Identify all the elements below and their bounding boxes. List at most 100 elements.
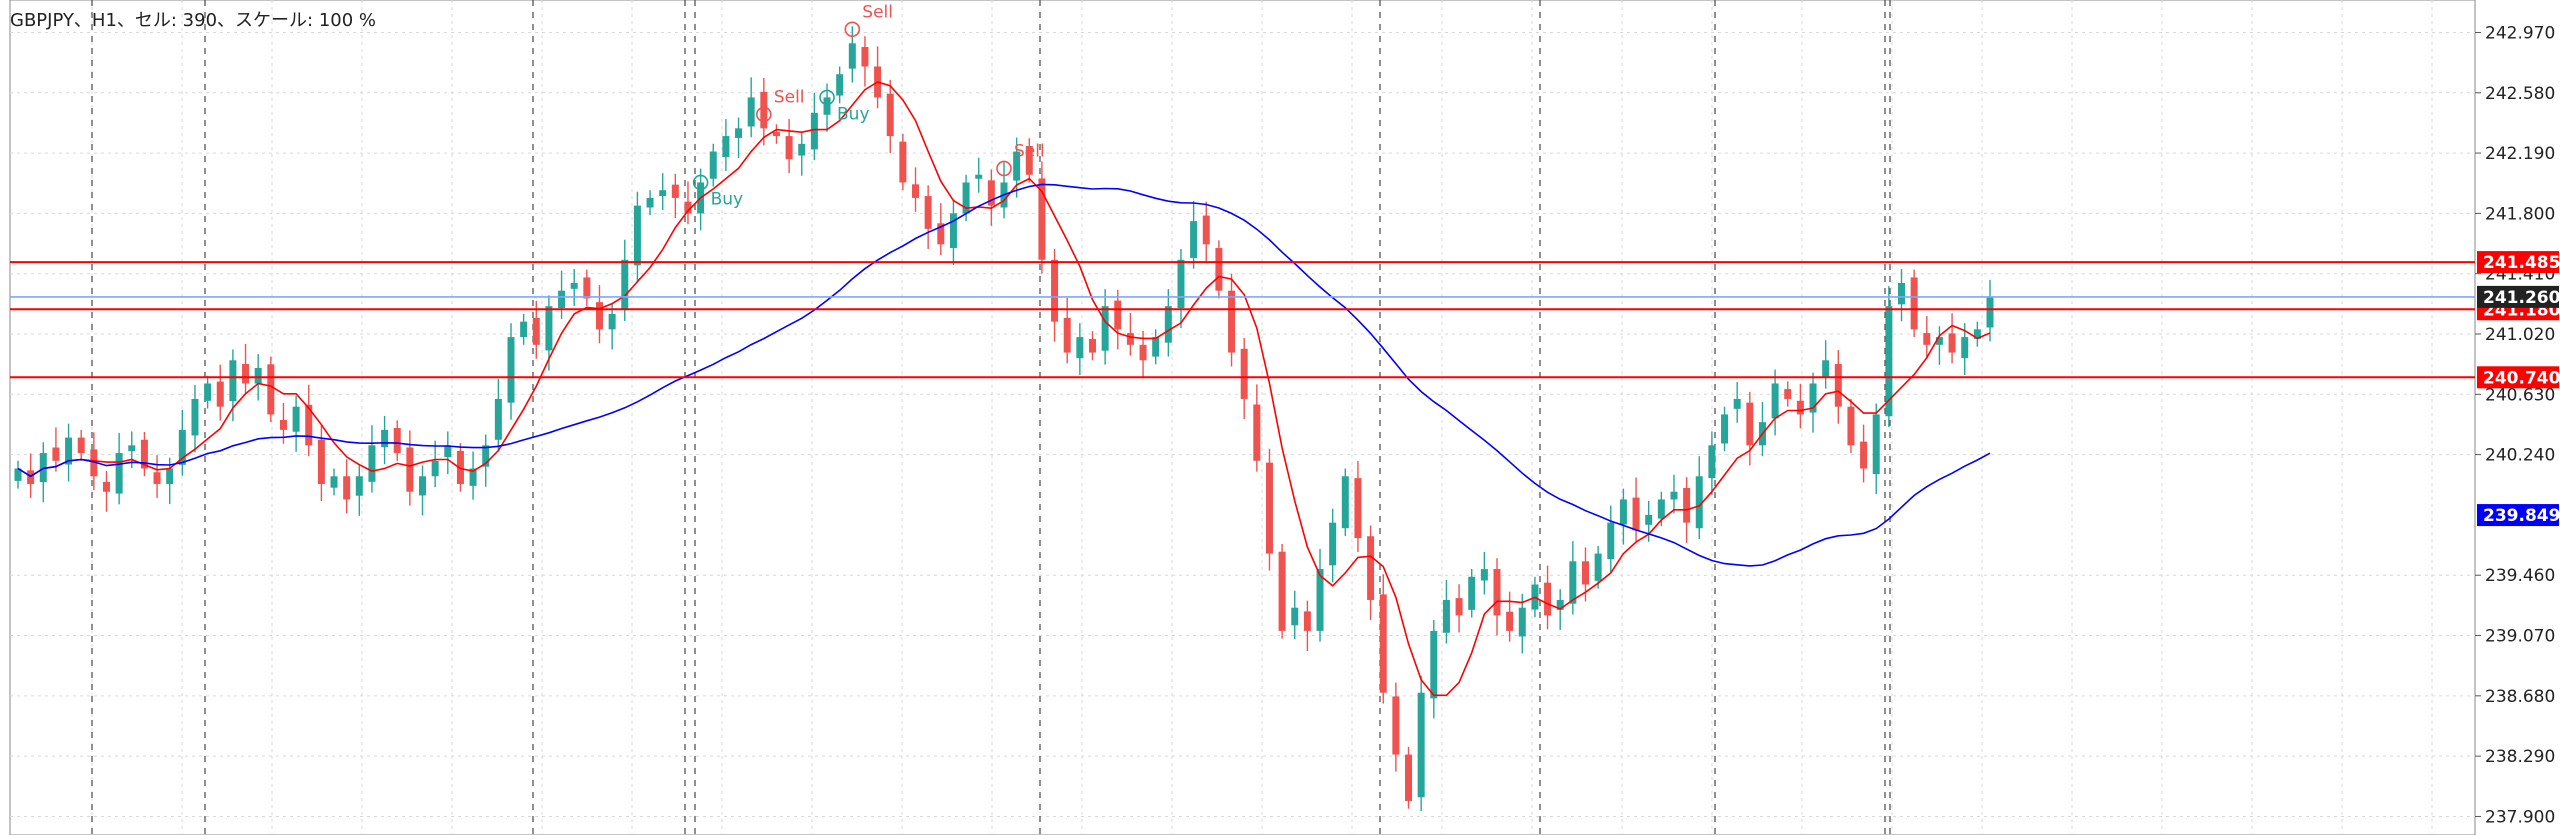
candle-body[interactable]: [1253, 404, 1261, 461]
candle-body[interactable]: [1809, 383, 1817, 413]
candle-body[interactable]: [1405, 754, 1413, 801]
candle-body[interactable]: [583, 277, 591, 299]
candle-body[interactable]: [722, 136, 730, 158]
candle-body[interactable]: [216, 381, 224, 407]
candle-body[interactable]: [684, 201, 692, 214]
candle-body[interactable]: [836, 74, 844, 96]
candle-body[interactable]: [747, 97, 755, 127]
candle-body[interactable]: [1152, 337, 1160, 357]
candle-body[interactable]: [381, 429, 389, 448]
candle-body[interactable]: [1784, 389, 1792, 399]
candle-body[interactable]: [570, 282, 578, 289]
candle-body[interactable]: [1430, 630, 1438, 699]
candle-body[interactable]: [1607, 522, 1615, 560]
candle-body[interactable]: [153, 472, 161, 484]
candle-body[interactable]: [292, 406, 300, 432]
candle-body[interactable]: [1088, 338, 1096, 353]
candle-body[interactable]: [823, 97, 831, 115]
candle-body[interactable]: [1581, 561, 1589, 585]
candle-body[interactable]: [1771, 383, 1779, 419]
candle-body[interactable]: [1468, 576, 1476, 610]
candle-body[interactable]: [937, 223, 945, 245]
candle-body[interactable]: [760, 91, 768, 129]
candle-body[interactable]: [1645, 514, 1653, 525]
candle-body[interactable]: [469, 468, 477, 486]
candle-body[interactable]: [848, 43, 856, 69]
candle-body[interactable]: [1708, 445, 1716, 479]
candle-body[interactable]: [1518, 607, 1526, 637]
candle-body[interactable]: [1442, 599, 1450, 633]
candle-body[interactable]: [1733, 398, 1741, 409]
candle-body[interactable]: [1455, 598, 1463, 616]
candle-body[interactable]: [520, 321, 528, 338]
candle-body[interactable]: [886, 93, 894, 137]
candle-body[interactable]: [1177, 259, 1185, 309]
candle-body[interactable]: [431, 460, 439, 477]
candle-body[interactable]: [1480, 569, 1488, 581]
buy-signal-marker[interactable]: [819, 89, 835, 106]
sell-signal-marker[interactable]: [844, 21, 861, 38]
candle-body[interactable]: [1872, 414, 1880, 475]
candle-body[interactable]: [128, 445, 136, 452]
candle-body[interactable]: [962, 182, 970, 214]
candle-body[interactable]: [494, 398, 502, 440]
candle-body[interactable]: [785, 136, 793, 160]
candle-body[interactable]: [242, 363, 250, 384]
candle-body[interactable]: [1746, 402, 1754, 446]
candle-body[interactable]: [191, 398, 199, 436]
plot-area[interactable]: [9, 0, 2476, 835]
candle-body[interactable]: [532, 317, 540, 345]
candle-body[interactable]: [595, 302, 603, 330]
candle-body[interactable]: [229, 360, 237, 402]
candle-body[interactable]: [1556, 599, 1564, 610]
candle-body[interactable]: [1973, 329, 1981, 339]
candle-body[interactable]: [709, 151, 717, 179]
candle-body[interactable]: [355, 476, 363, 496]
candle-body[interactable]: [924, 196, 932, 229]
candle-body[interactable]: [305, 404, 313, 446]
candle-body[interactable]: [1392, 696, 1400, 755]
candle-body[interactable]: [1126, 333, 1134, 345]
candle-body[interactable]: [861, 47, 869, 67]
candle-body[interactable]: [1316, 569, 1324, 631]
candle-body[interactable]: [507, 337, 515, 403]
candle-body[interactable]: [621, 259, 629, 311]
candle-body[interactable]: [482, 445, 490, 467]
candle-body[interactable]: [1303, 611, 1311, 631]
candle-body[interactable]: [1215, 248, 1223, 291]
candle-body[interactable]: [1910, 277, 1918, 330]
candle-body[interactable]: [1569, 561, 1577, 604]
candle-body[interactable]: [1796, 400, 1804, 415]
candle-body[interactable]: [1493, 569, 1501, 616]
candle-body[interactable]: [368, 445, 376, 482]
candle-body[interactable]: [1101, 306, 1109, 351]
candle-body[interactable]: [1025, 145, 1033, 175]
candle-body[interactable]: [1632, 497, 1640, 531]
candle-body[interactable]: [735, 128, 743, 138]
candle-body[interactable]: [1278, 551, 1286, 631]
candle-body[interactable]: [419, 476, 427, 496]
candle-body[interactable]: [393, 428, 401, 454]
candle-body[interactable]: [1265, 462, 1273, 554]
candle-body[interactable]: [545, 306, 553, 351]
sell-signal-marker[interactable]: [756, 106, 772, 123]
candle-body[interactable]: [1190, 221, 1198, 258]
candle-body[interactable]: [267, 364, 275, 415]
candle-body[interactable]: [1544, 582, 1552, 616]
candle-body[interactable]: [1164, 306, 1172, 343]
candle-body[interactable]: [1834, 363, 1842, 407]
candle-body[interactable]: [1923, 333, 1931, 345]
candle-body[interactable]: [646, 197, 654, 208]
candle-body[interactable]: [1935, 337, 1943, 345]
candle-body[interactable]: [115, 453, 123, 494]
candle-body[interactable]: [798, 143, 806, 156]
candle-body[interactable]: [1506, 611, 1514, 631]
candle-body[interactable]: [1291, 607, 1299, 626]
candle-body[interactable]: [987, 180, 995, 206]
candle-body[interactable]: [65, 437, 73, 465]
candle-body[interactable]: [1139, 344, 1147, 361]
candle-body[interactable]: [166, 468, 174, 484]
candle-body[interactable]: [1341, 476, 1349, 529]
